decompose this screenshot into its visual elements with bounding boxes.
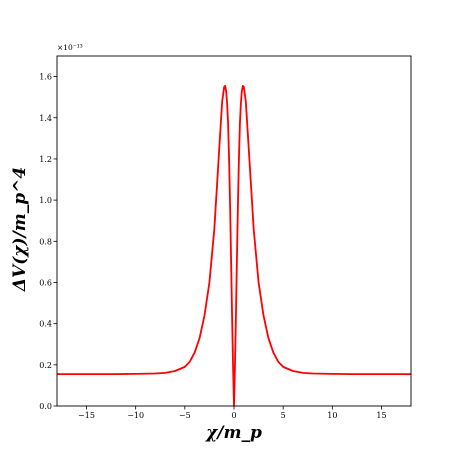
x-tick-label: 0 bbox=[231, 411, 236, 420]
y-axis-ticks: 0.0 0.2 0.4 0.6 0.8 1.0 1.2 1.4 1.6 bbox=[39, 73, 57, 411]
x-axis-label: χ/m_p bbox=[205, 423, 262, 443]
y-tick-label: 0.8 bbox=[39, 237, 52, 246]
x-axis-ticks: −15 −10 −5 0 5 10 15 bbox=[78, 406, 387, 420]
y-axis-label: ΔV(χ)/m_p^4 bbox=[10, 167, 30, 292]
x-tick-label: −10 bbox=[127, 411, 144, 420]
y-tick-label: 1.4 bbox=[39, 114, 52, 123]
plot-area bbox=[56, 55, 412, 407]
y-tick-label: 0.2 bbox=[39, 361, 52, 370]
y-tick-label: 1.2 bbox=[39, 155, 52, 164]
axes-frame bbox=[56, 55, 412, 407]
y-tick-label: 0.4 bbox=[39, 320, 52, 329]
y-axis-exponent: ×10⁻¹³ bbox=[57, 43, 83, 52]
y-tick-label: 0.6 bbox=[39, 278, 52, 287]
y-tick-label: 1.6 bbox=[39, 73, 52, 82]
y-tick-label: 0.0 bbox=[39, 402, 52, 411]
series-line-0 bbox=[57, 84, 411, 407]
x-tick-label: 10 bbox=[327, 411, 337, 420]
x-tick-label: 5 bbox=[281, 411, 286, 420]
x-tick-label: 15 bbox=[376, 411, 386, 420]
x-tick-label: −15 bbox=[78, 411, 95, 420]
y-tick-label: 1.0 bbox=[39, 196, 52, 205]
x-tick-label: −5 bbox=[179, 411, 191, 420]
